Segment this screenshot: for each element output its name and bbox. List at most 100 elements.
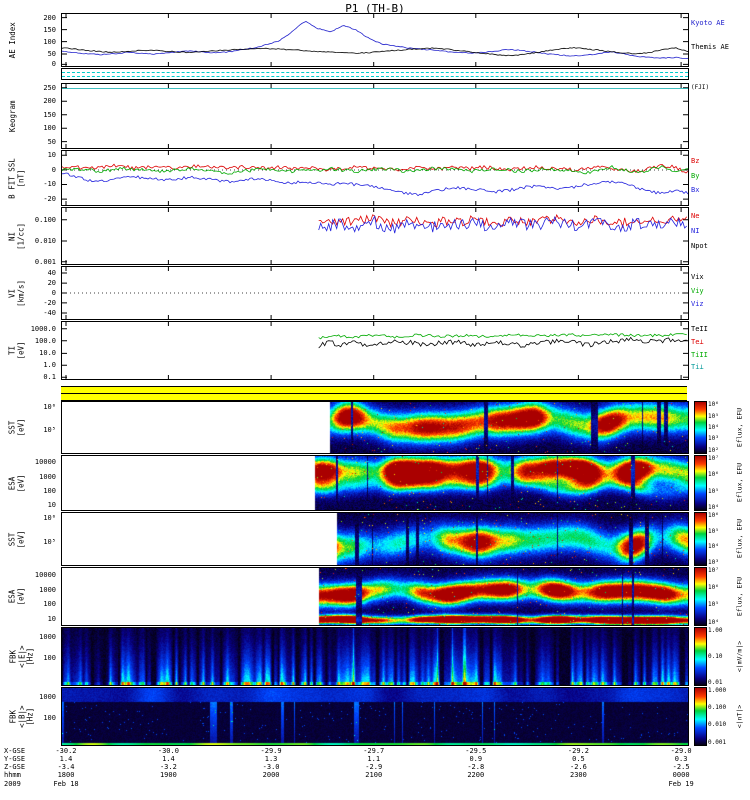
x-row-label-hhmm: hhmm <box>4 771 21 779</box>
x-row-label-z-gse: Z-GSE <box>4 763 26 771</box>
series-teii <box>318 336 687 349</box>
colorbar-tick: 0.10 <box>708 652 723 660</box>
panel-ti <box>61 321 689 380</box>
ytick-label: 1.0 <box>43 361 56 370</box>
panel-roi-bar-2 <box>61 393 687 401</box>
spectrogram-sst-electrons <box>62 402 688 453</box>
spectrogram-esa-electrons <box>62 456 688 510</box>
panel-ae <box>61 13 689 67</box>
legend-teii: TeII <box>691 325 708 334</box>
colorbar-tick: 1.000 <box>708 687 727 695</box>
ytick-label: 0.100 <box>34 215 56 224</box>
panel-esa-ions <box>61 567 689 626</box>
colorbar-fbk-e <box>694 627 707 686</box>
ytick-label: 10000 <box>34 458 56 467</box>
legend-viy: Viy <box>691 286 704 295</box>
x-tick-value: 2100 <box>365 771 383 779</box>
colorbar-tick: 10⁴ <box>708 543 719 551</box>
ytick-label: 10 <box>47 500 56 509</box>
ytick-label: -20 <box>43 195 56 204</box>
status-line <box>62 76 688 77</box>
lineplot-bfit <box>62 151 688 205</box>
legend-kyotoae: Kyoto AE <box>691 19 725 28</box>
spectrogram-sst-ions <box>62 513 688 565</box>
lineplot-ni <box>62 208 688 264</box>
ytick-label: 50 <box>47 137 56 146</box>
year-label: 2009 <box>4 780 21 788</box>
ytick-label: 150 <box>43 110 56 119</box>
panel-sst-electrons <box>61 401 689 454</box>
legend-bx: Bx <box>691 185 700 194</box>
date-label: Feb 18 <box>53 780 79 788</box>
x-tick-value: -3.2 <box>159 763 177 771</box>
x-tick-value: -2.5 <box>672 763 690 771</box>
x-tick-value: 0.3 <box>674 755 688 763</box>
lineplot-vi <box>62 267 688 319</box>
plot-title: P1 (TH-B) <box>345 2 405 15</box>
legend-fji: (FJI) <box>691 84 710 91</box>
series-ne <box>318 214 688 229</box>
ytick-label: 0 <box>51 60 56 69</box>
ytick-label: 250 <box>43 83 56 92</box>
ytick-label: 10000 <box>34 570 56 579</box>
legend-ti: Ti⊥ <box>691 363 704 372</box>
x-tick-value: 0000 <box>672 771 690 779</box>
x-tick-value: -29.9 <box>260 747 282 755</box>
ytick-label: 0.010 <box>34 237 56 246</box>
ytick-label: 150 <box>43 25 56 34</box>
ytick-label: 100 <box>43 653 56 662</box>
ytick-label: 100 <box>43 37 56 46</box>
colorbar-tick: 10⁶ <box>708 471 719 479</box>
colorbar-tick: 10⁷ <box>708 567 719 575</box>
x-tick-value: -29.5 <box>465 747 487 755</box>
ytick-label: 20 <box>47 279 56 288</box>
x-tick-value: 2300 <box>570 771 587 779</box>
ytick-label: 40 <box>47 268 56 277</box>
ytick-label: 1000 <box>39 632 56 641</box>
ytick-label: 1000 <box>39 585 56 594</box>
lineplot-ti <box>62 322 688 379</box>
ytick-label: -20 <box>43 298 56 307</box>
x-tick-value: 1800 <box>57 771 75 779</box>
ytick-label: 200 <box>43 97 56 106</box>
ytick-label: 1000.0 <box>30 324 56 333</box>
colorbar-tick: 10⁵ <box>708 601 719 609</box>
x-tick-value: -3.0 <box>262 763 280 771</box>
legend-tiii: TiII <box>691 350 708 359</box>
ytick-label: 0.001 <box>34 257 56 266</box>
ytick-label: 10⁶ <box>43 403 56 412</box>
legend-te: Te⊥ <box>691 337 704 346</box>
ytick-label: 10⁵ <box>43 537 56 546</box>
colorbar-tick: 10⁴ <box>708 618 719 626</box>
ytick-label: 50 <box>47 50 56 59</box>
spectrogram-fbk-e <box>62 628 688 685</box>
ytick-label: 0.1 <box>43 373 56 382</box>
ytick-label: 10 <box>47 151 56 160</box>
ytick-label: -40 <box>43 309 56 318</box>
colorbar-sst-ions <box>694 512 707 566</box>
colorbar-tick: 10⁶ <box>708 512 719 520</box>
x-tick-value: 1900 <box>159 771 177 779</box>
x-tick-value: -29.2 <box>567 747 589 755</box>
legend-npot: Npot <box>691 241 708 250</box>
legend-by: By <box>691 171 700 180</box>
series-bx <box>62 172 688 197</box>
panel-keogram <box>61 83 689 149</box>
ytick-label: 100 <box>43 600 56 609</box>
x-tick-value: 0.9 <box>469 755 483 763</box>
ytick-label: 10⁵ <box>43 426 56 435</box>
series-kyotoae <box>62 21 688 60</box>
ytick-label: 1000 <box>39 692 56 701</box>
colorbar-sst-electrons <box>694 401 707 454</box>
ytick-label: 1000 <box>39 472 56 481</box>
colorbar-tick: 10³ <box>708 558 719 566</box>
legend-ni: NI <box>691 227 700 236</box>
x-tick-value: 1.3 <box>264 755 278 763</box>
colorbar-tick: 10² <box>708 446 719 454</box>
colorbar-tick: 10⁴ <box>708 423 719 431</box>
ytick-label: -10 <box>43 180 56 189</box>
x-tick-value: -30.2 <box>55 747 77 755</box>
x-tick-value: 1.1 <box>367 755 381 763</box>
x-tick-value: -2.8 <box>467 763 485 771</box>
